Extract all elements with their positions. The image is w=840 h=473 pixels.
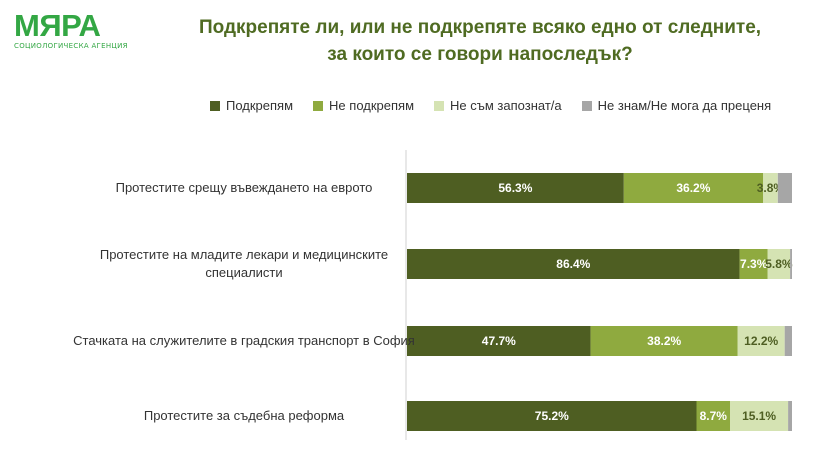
legend-swatch-not-support bbox=[313, 100, 324, 111]
legend-item-not-familiar: Не съм запознат/а bbox=[434, 98, 562, 113]
bar-segment-2-4 bbox=[790, 249, 792, 279]
chart-title-line-2: за които се говори напоследък? bbox=[327, 44, 633, 65]
data-label-2-1: 86.4% bbox=[556, 257, 590, 271]
bar-segment-3-4 bbox=[784, 326, 792, 356]
category-label-3-line-1: Стачката на служителите в градския транс… bbox=[73, 333, 415, 348]
bar-segment-3-1 bbox=[407, 326, 591, 356]
legend-swatch-dont-know bbox=[581, 100, 592, 111]
data-label-3-3: 12.2% bbox=[744, 334, 778, 348]
data-label-3-2: 38.2% bbox=[647, 334, 681, 348]
legend-label-not-familiar: Не съм запознат/а bbox=[450, 98, 562, 113]
bar-segment-4-1 bbox=[407, 401, 697, 431]
category-label-2-line-1: Протестите на младите лекари и медицинск… bbox=[100, 247, 388, 262]
legend-item-dont-know: Не знам/Не мога да преценя bbox=[581, 98, 772, 113]
legend-item-support: Подкрепям bbox=[210, 98, 293, 113]
legend-label-dont-know: Не знам/Не мога да преценя bbox=[597, 98, 772, 113]
chart-title-line-1: Подкрепяте ли, или не подкрепяте всяко е… bbox=[198, 17, 762, 38]
bar-segment-1-4 bbox=[777, 173, 792, 203]
logo-tagline: СОЦИОЛОГИЧЕСКА АГЕНЦИЯ bbox=[14, 42, 128, 50]
category-labels-group: Протестите срещу въвеждането на еврото Пр… bbox=[73, 180, 415, 423]
data-label-1-2: 36.2% bbox=[676, 181, 710, 195]
bar-segment-1-1 bbox=[407, 173, 624, 203]
legend-label-not-support: Не подкрепям bbox=[329, 98, 415, 113]
legend: Подкрепям Не подкрепям Не съм запознат/а… bbox=[210, 98, 771, 113]
data-label-4-3: 15.1% bbox=[742, 409, 776, 423]
bar-segment-2-3 bbox=[767, 249, 790, 279]
logo-word: МЯРА bbox=[14, 8, 101, 43]
bar-segment-1-3 bbox=[763, 173, 778, 203]
legend-swatch-not-familiar bbox=[434, 100, 445, 111]
bar-segment-3-3 bbox=[737, 326, 785, 356]
data-label-2-3: 5.8% bbox=[765, 257, 793, 271]
legend-swatch-support bbox=[210, 100, 220, 111]
bar-segment-4-4 bbox=[788, 401, 792, 431]
bar-segment-4-2 bbox=[696, 401, 730, 431]
data-label-1-1: 56.3% bbox=[498, 181, 532, 195]
legend-item-not-support: Не подкрепям bbox=[313, 98, 414, 113]
bar-segment-2-1 bbox=[407, 249, 740, 279]
bars-group: 56.3% 36.2% 3.8% 86.4% 7.3%5.8% 47.7% 38.2% 12.… bbox=[407, 173, 793, 431]
data-label-1-3: 3.8% bbox=[757, 181, 785, 195]
bar-segment-4-3 bbox=[730, 401, 789, 431]
logo: МЯРА СОЦИОЛОГИЧЕСКА АГЕНЦИЯ bbox=[14, 8, 144, 51]
data-label-4-1: 75.2% bbox=[535, 409, 569, 423]
bar-segment-1-2 bbox=[623, 173, 764, 203]
data-label-2-2: 7.3% bbox=[740, 257, 768, 271]
data-label-4-2: 8.7% bbox=[700, 409, 728, 423]
category-label-1-line-1: Протестите срещу въвеждането на еврото bbox=[116, 180, 373, 195]
chart-title: Подкрепяте ли, или не подкрепяте всяко е… bbox=[160, 14, 800, 68]
data-label-3-1: 47.7% bbox=[482, 334, 516, 348]
bar-segment-2-2 bbox=[739, 249, 768, 279]
category-label-2-line-2: специалисти bbox=[205, 265, 282, 280]
legend-label-support: Подкрепям bbox=[226, 98, 294, 113]
bar-segment-3-2 bbox=[590, 326, 738, 356]
category-label-4-line-1: Протестите за съдебна реформа bbox=[144, 408, 345, 423]
